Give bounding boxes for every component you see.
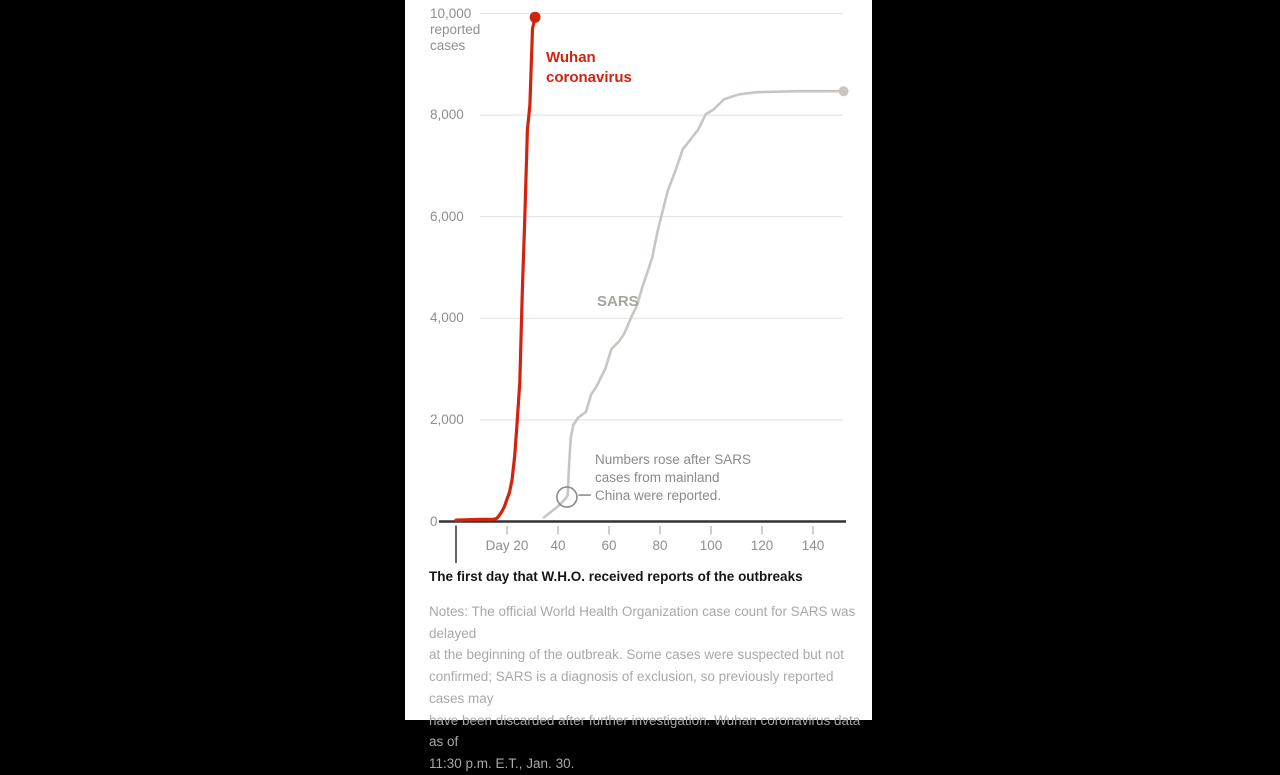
x-tick-label: 100	[699, 538, 723, 553]
series-label-line: Wuhan	[546, 49, 596, 66]
y-tick-label: 2,000	[430, 411, 464, 427]
annotation-circle	[556, 486, 578, 508]
annotation-text: Numbers rose after SARS cases from mainl…	[595, 451, 751, 506]
y-tick-label: 4,000	[430, 310, 464, 326]
y-tick-label: 6,000	[430, 208, 464, 224]
y-axis-unit-line: cases	[430, 37, 466, 53]
y-axis-unit-line: 10,000	[430, 6, 472, 21]
x-tick-label: Day 20	[485, 538, 529, 553]
letterbox-right	[872, 0, 1280, 720]
series-label-sars: SARS	[597, 293, 639, 310]
chart-notes: Notes: The official World Health Organiz…	[429, 601, 872, 775]
x-tick-label: 80	[652, 538, 668, 553]
x-tick-label: 40	[550, 538, 566, 553]
series-label-wuhan-coronavirus: Wuhan coronavirus	[546, 48, 632, 87]
notes-line: confirmed; SARS is a diagnosis of exclus…	[429, 669, 834, 706]
line-chart	[439, 11, 849, 563]
y-axis-unit-line: reported	[430, 21, 481, 37]
y-tick-label: 0	[430, 513, 438, 529]
notes-line: Notes: The official World Health Organiz…	[429, 604, 856, 641]
series-end-dot-sars	[838, 86, 849, 97]
x-axis-title: The first day that W.H.O. received repor…	[429, 569, 803, 584]
series-label-line: coronavirus	[546, 68, 632, 86]
y-tick-label: 8,000	[430, 107, 464, 123]
series-line-sars	[542, 89, 845, 519]
x-tick-label: 140	[801, 538, 825, 553]
chart-panel: 10,000 reported cases Wuhan coronavirus …	[405, 0, 872, 771]
series-end-dot-wuhan	[529, 11, 541, 23]
annotation-line: cases from mainland	[595, 470, 720, 486]
series-line-wuhan	[454, 15, 537, 522]
annotation-line: China were reported.	[595, 488, 722, 504]
y-axis-unit-label: 10,000 reported cases	[430, 6, 480, 53]
notes-line: have been discarded after further invest…	[429, 712, 861, 750]
notes-line: at the beginning of the outbreak. Some c…	[429, 647, 845, 663]
x-tick-label: 120	[750, 538, 774, 553]
notes-line: 11:30 p.m. E.T., Jan. 30.	[429, 755, 575, 771]
letterbox-left	[0, 0, 405, 720]
annotation-line: Numbers rose after SARS	[595, 452, 752, 467]
x-tick-label: 60	[601, 538, 617, 553]
